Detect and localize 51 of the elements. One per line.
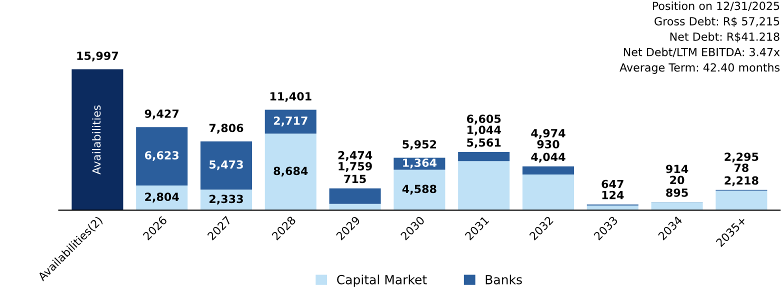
- bar: [72, 69, 124, 210]
- text: Position on 12/31/2025: [652, 1, 780, 11]
- total-label: 6,605: [466, 114, 501, 124]
- bar: [458, 152, 510, 162]
- text: Gross Debt: R$ 57,215: [654, 16, 780, 27]
- data-label: 1,759: [338, 162, 372, 172]
- bar: [394, 170, 446, 210]
- total-label: 9,427: [144, 109, 179, 120]
- data-label: 5,561: [467, 138, 501, 148]
- bar: [458, 161, 510, 210]
- bar: [264, 134, 316, 210]
- data-label: 895: [666, 188, 688, 197]
- total-label: 2,295: [724, 152, 758, 162]
- bar: [651, 202, 703, 210]
- data-label: 4,588: [402, 184, 436, 195]
- data-label: 2,804: [145, 192, 179, 202]
- total-label: 2,474: [338, 151, 372, 161]
- text: Net Debt/LTM EBITDA: 3.47x: [624, 48, 780, 58]
- data-label: 930: [537, 140, 560, 148]
- data-label: 1,044: [468, 126, 501, 136]
- bar: [200, 141, 252, 190]
- data-label: 2,717: [274, 116, 308, 126]
- bar: [716, 190, 768, 210]
- legend-label: Capital Market: [337, 274, 427, 287]
- data-label: 6,623: [144, 151, 179, 161]
- data-label: 124: [602, 190, 624, 200]
- bar: [329, 188, 381, 204]
- bar: [264, 110, 316, 134]
- bar: [522, 166, 574, 175]
- data-label: 78: [734, 164, 748, 172]
- text: Net Debt: R$41.218: [670, 32, 780, 42]
- total-label: 15,997: [77, 52, 118, 62]
- data-label: 20: [670, 176, 684, 184]
- annotation: Average Term: 42.40 months: [620, 63, 780, 74]
- total-label: 4,974: [531, 129, 566, 139]
- data-label: 715: [344, 174, 366, 184]
- data-label: 5,473: [210, 160, 243, 170]
- data-label: 1,364: [403, 158, 437, 168]
- total-label: 647: [602, 180, 624, 188]
- bar: [522, 174, 574, 210]
- legend-label: Banks: [486, 274, 522, 284]
- bar: [136, 127, 188, 186]
- data-label: 8,684: [274, 166, 308, 177]
- data-label: 2,333: [210, 194, 243, 205]
- total-label: 914: [666, 164, 688, 174]
- data-label: Availabilities: [92, 105, 101, 174]
- data-label: 2,218: [724, 176, 758, 186]
- total-label: 11,401: [270, 92, 312, 102]
- total-label: 7,806: [209, 124, 244, 134]
- data-label: 4,044: [531, 152, 566, 163]
- total-label: 5,952: [402, 140, 436, 150]
